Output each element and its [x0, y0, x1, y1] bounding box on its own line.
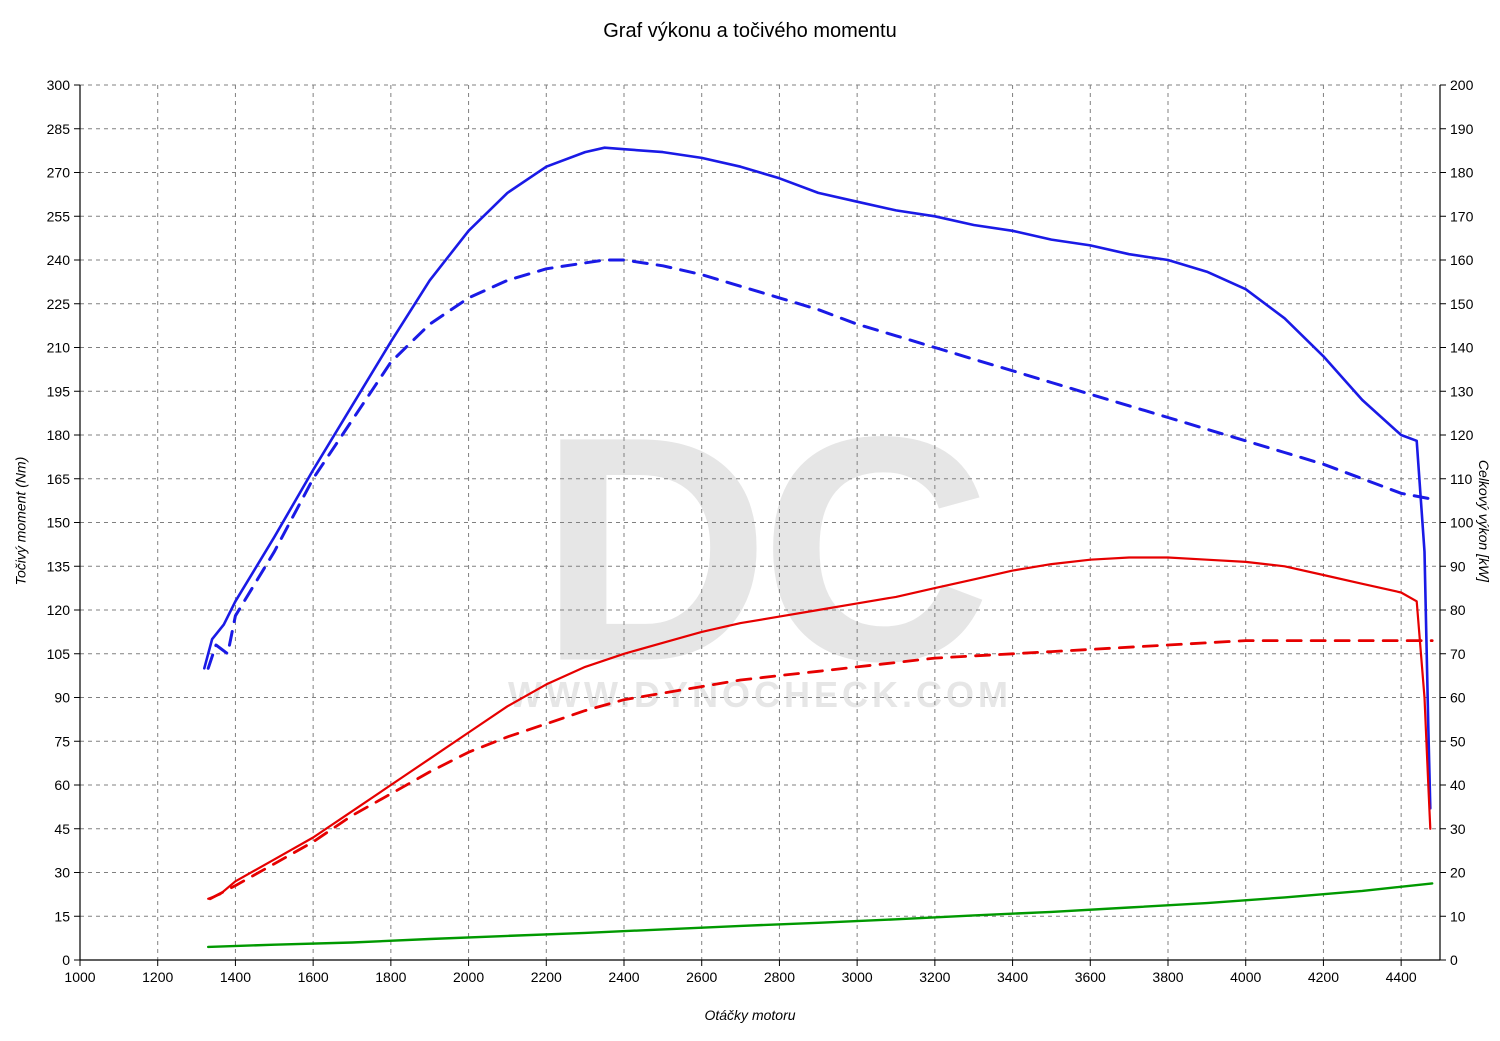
svg-text:210: 210: [47, 340, 71, 356]
svg-text:1600: 1600: [298, 969, 329, 985]
svg-text:120: 120: [47, 602, 71, 618]
svg-text:2800: 2800: [764, 969, 795, 985]
svg-text:2000: 2000: [453, 969, 484, 985]
svg-text:3200: 3200: [919, 969, 950, 985]
svg-text:10: 10: [1450, 908, 1466, 924]
plot-area: DCWWW.DYNOCHECK.COM100012001400160018002…: [0, 0, 1500, 1041]
svg-text:3800: 3800: [1152, 969, 1183, 985]
svg-text:140: 140: [1450, 340, 1474, 356]
dyno-chart: Graf výkonu a točivého momentu Otáčky mo…: [0, 0, 1500, 1041]
svg-text:255: 255: [47, 208, 71, 224]
svg-text:120: 120: [1450, 427, 1474, 443]
svg-text:75: 75: [54, 733, 70, 749]
svg-text:180: 180: [47, 427, 71, 443]
svg-text:3600: 3600: [1075, 969, 1106, 985]
svg-text:WWW.DYNOCHECK.COM: WWW.DYNOCHECK.COM: [508, 674, 1012, 715]
svg-text:90: 90: [54, 690, 70, 706]
svg-text:3400: 3400: [997, 969, 1028, 985]
svg-text:4200: 4200: [1308, 969, 1339, 985]
svg-text:0: 0: [62, 952, 70, 968]
svg-text:2400: 2400: [608, 969, 639, 985]
svg-text:225: 225: [47, 296, 71, 312]
svg-text:135: 135: [47, 558, 71, 574]
svg-text:3000: 3000: [842, 969, 873, 985]
svg-text:40: 40: [1450, 777, 1466, 793]
svg-text:165: 165: [47, 471, 71, 487]
svg-text:300: 300: [47, 77, 71, 93]
svg-text:130: 130: [1450, 383, 1474, 399]
svg-text:160: 160: [1450, 252, 1474, 268]
svg-text:4400: 4400: [1386, 969, 1417, 985]
svg-text:90: 90: [1450, 558, 1466, 574]
svg-text:30: 30: [54, 865, 70, 881]
svg-text:170: 170: [1450, 208, 1474, 224]
svg-text:240: 240: [47, 252, 71, 268]
svg-text:30: 30: [1450, 821, 1466, 837]
svg-text:200: 200: [1450, 77, 1474, 93]
svg-text:180: 180: [1450, 165, 1474, 181]
svg-text:195: 195: [47, 383, 71, 399]
svg-text:45: 45: [54, 821, 70, 837]
svg-text:60: 60: [54, 777, 70, 793]
svg-text:70: 70: [1450, 646, 1466, 662]
svg-text:270: 270: [47, 165, 71, 181]
svg-text:1400: 1400: [220, 969, 251, 985]
svg-text:150: 150: [1450, 296, 1474, 312]
svg-text:2200: 2200: [531, 969, 562, 985]
svg-text:0: 0: [1450, 952, 1458, 968]
svg-text:1800: 1800: [375, 969, 406, 985]
svg-text:20: 20: [1450, 865, 1466, 881]
svg-text:50: 50: [1450, 733, 1466, 749]
svg-text:110: 110: [1450, 471, 1473, 487]
svg-text:1000: 1000: [64, 969, 95, 985]
svg-text:285: 285: [47, 121, 71, 137]
svg-text:105: 105: [47, 646, 71, 662]
svg-text:1200: 1200: [142, 969, 173, 985]
svg-text:150: 150: [47, 515, 71, 531]
svg-text:4000: 4000: [1230, 969, 1261, 985]
svg-text:100: 100: [1450, 515, 1474, 531]
svg-text:2600: 2600: [686, 969, 717, 985]
svg-text:60: 60: [1450, 690, 1466, 706]
svg-text:190: 190: [1450, 121, 1474, 137]
svg-text:80: 80: [1450, 602, 1466, 618]
svg-text:15: 15: [54, 908, 70, 924]
